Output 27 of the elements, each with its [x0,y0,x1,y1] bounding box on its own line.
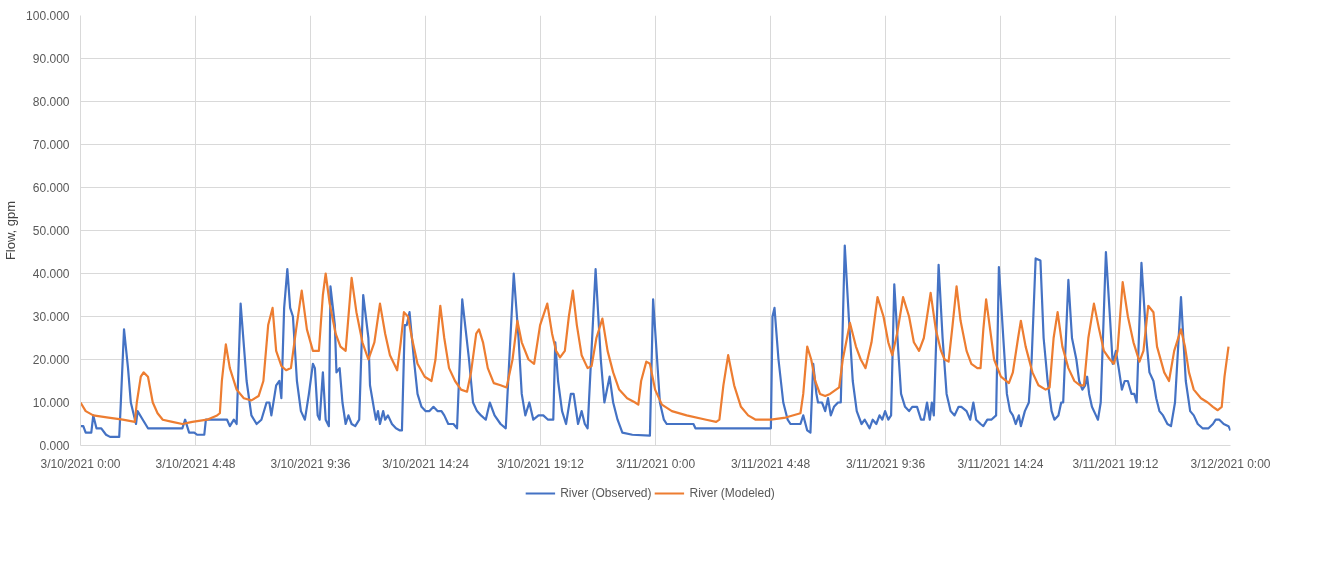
y-tick-label: 10.000 [32,396,70,410]
y-tick-label: 50.000 [32,224,70,238]
y-tick-label: 40.000 [32,267,70,281]
x-tick-label: 3/12/2021 0:00 [1190,456,1271,471]
x-tick-label: 3/11/2021 9:36 [845,456,926,471]
y-tick-label: 0.000 [39,439,70,453]
y-tick-label: 90.000 [32,52,70,66]
x-tick-label: 3/10/2021 0:00 [40,456,121,471]
x-tick-label: 3/10/2021 9:36 [270,456,351,471]
legend-label: River (Modeled) [689,486,775,500]
y-axis-title: Flow, gpm [3,200,19,261]
y-tick-label: 30.000 [32,310,70,324]
y-tick-label: 80.000 [32,95,70,109]
y-tick-label: 60.000 [32,181,70,195]
x-tick-label: 3/11/2021 4:48 [730,456,811,471]
y-tick-label: 20.000 [32,353,70,367]
x-tick-label: 3/11/2021 14:24 [957,456,1044,471]
x-tick-label: 3/11/2021 19:12 [1072,456,1159,471]
line-series [80,272,1230,426]
x-tick-label: 3/10/2021 14:24 [382,456,470,471]
legend-label: River (Observed) [560,486,652,500]
y-tick-label: 70.000 [32,138,70,152]
line-series [80,244,1231,438]
x-tick-label: 3/10/2021 4:48 [155,456,236,471]
y-tick-label: 100.000 [26,9,70,23]
x-tick-label: 3/10/2021 19:12 [497,456,585,471]
x-tick-label: 3/11/2021 0:00 [615,456,696,471]
